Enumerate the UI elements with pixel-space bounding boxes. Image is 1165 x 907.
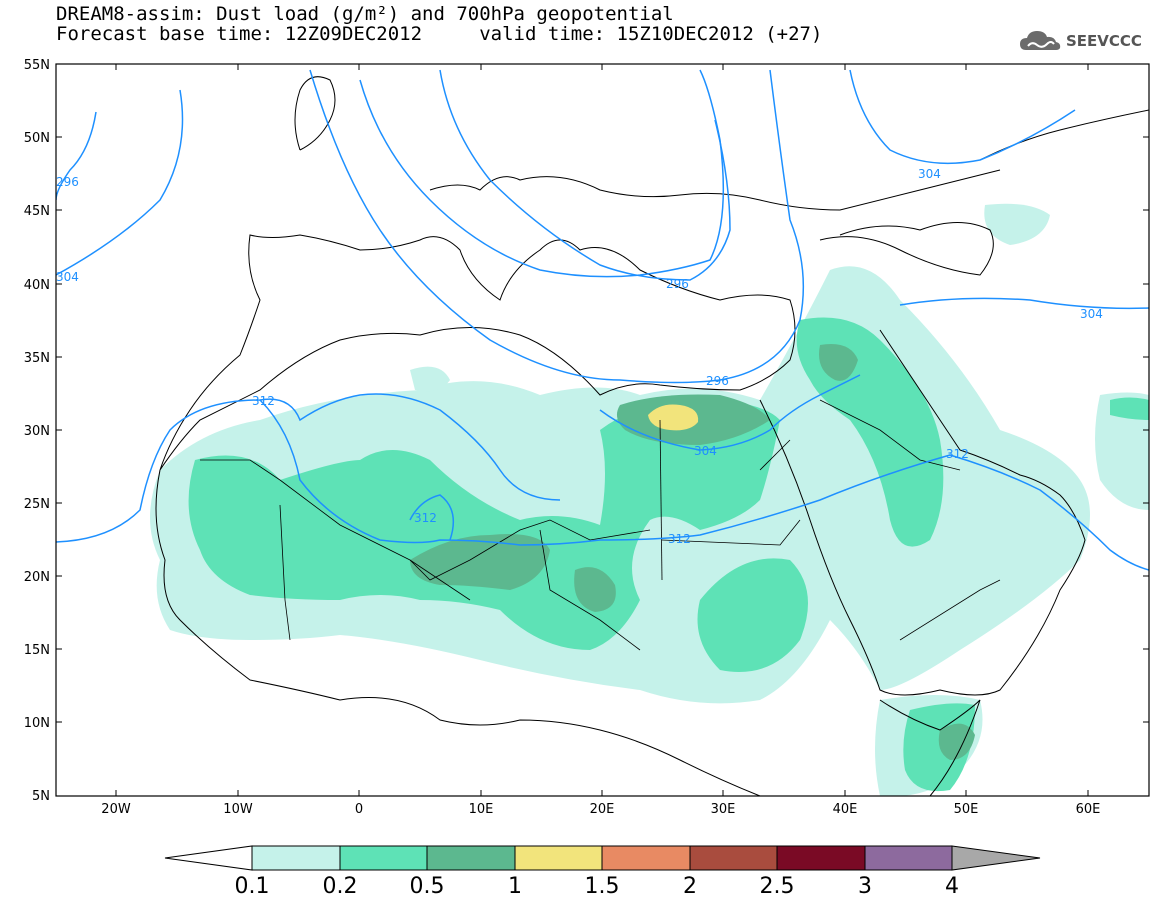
map-subtitle: Forecast base time: 12Z09DEC2012 valid t… — [56, 23, 823, 45]
colorbar-label: 1 — [508, 874, 522, 899]
colorbar-label: 3 — [858, 874, 872, 899]
contour-label: 304 — [918, 167, 941, 181]
lon-label: 0 — [355, 802, 363, 817]
lat-label: 35N — [24, 351, 50, 366]
contour-label: 296 — [706, 374, 729, 388]
lon-label: 40E — [833, 802, 858, 817]
contour-304-west — [56, 89, 184, 276]
colorbar-label: 1.5 — [585, 874, 620, 899]
colorbar-swatch — [339, 845, 428, 871]
contour-label: 312 — [414, 511, 437, 525]
lat-labels: 55N 50N 45N 40N 35N 30N 25N 20N 15N 10N … — [24, 58, 50, 804]
colorbar-swatch — [601, 845, 691, 871]
contour-label: 304 — [1080, 307, 1103, 321]
contour-label: 296 — [56, 175, 79, 189]
country-borders — [200, 399, 1001, 651]
logo-text: SEEVCCC — [1066, 32, 1142, 50]
cloud-icon — [1020, 31, 1061, 50]
contour-label: 312 — [252, 394, 275, 408]
colorbar-swatch — [426, 845, 516, 871]
lat-label: 25N — [24, 497, 50, 512]
colorbar-swatch — [689, 845, 778, 871]
lon-label: 60E — [1076, 802, 1101, 817]
colorbar-label: 2 — [683, 874, 697, 899]
contour-label: 296 — [666, 277, 689, 291]
colorbar-label: 2.5 — [760, 874, 795, 899]
lon-label: 10W — [223, 802, 253, 817]
map-title: DREAM8-assim: Dust load (g/m²) and 700hP… — [56, 3, 674, 25]
lat-label: 45N — [24, 204, 50, 219]
colorbar-swatch — [776, 845, 866, 871]
lat-label: 15N — [24, 643, 50, 658]
dust-max-area — [648, 404, 699, 431]
lon-label: 20W — [101, 802, 131, 817]
contour-304-east — [849, 69, 1076, 165]
contour-312-south — [259, 399, 1149, 571]
lon-label: 20E — [590, 802, 615, 817]
colorbar-swatch — [514, 845, 603, 871]
lat-label: 50N — [24, 131, 50, 146]
colorbar: 0.1 0.2 0.5 1 1.5 2 2.5 3 4 — [164, 845, 1041, 899]
colorbar-label: 0.2 — [323, 874, 358, 899]
lat-label: 30N — [24, 424, 50, 439]
contour-label: 312 — [668, 532, 691, 546]
lat-axis — [56, 63, 1149, 797]
lon-label: 50E — [954, 802, 979, 817]
lat-label: 20N — [24, 570, 50, 585]
contour-312-wave — [409, 494, 455, 541]
lon-label: 30E — [711, 802, 736, 817]
lat-label: 10N — [24, 716, 50, 731]
contour-labels: 296 304 304 304 296 296 304 312 312 312 … — [56, 167, 1103, 546]
contour-296-west — [56, 111, 97, 201]
lat-label: 5N — [32, 789, 50, 804]
contour-label: 304 — [56, 270, 79, 284]
geopotential-contours — [56, 69, 1149, 571]
contour-304-egypt — [599, 374, 861, 451]
lon-label: 10E — [469, 802, 494, 817]
contour-304-mideast — [899, 297, 1149, 310]
colorbar-low-arrow — [164, 845, 253, 871]
contour-label: 312 — [946, 447, 969, 461]
lon-labels: 20W 10W 0 10E 20E 30E 40E 50E 60E — [101, 802, 1100, 817]
colorbar-label: 4 — [945, 874, 959, 899]
contour-312-west — [56, 393, 561, 543]
colorbar-swatch — [864, 845, 953, 871]
contour-288 — [439, 69, 731, 281]
colorbar-swatch — [251, 845, 341, 871]
lon-axis — [115, 64, 1089, 796]
contour-label: 304 — [694, 444, 717, 458]
seevccc-logo: SEEVCCC — [1018, 24, 1142, 58]
lat-label: 40N — [24, 278, 50, 293]
contour-296-central — [309, 69, 805, 384]
colorbar-high-arrow — [951, 845, 1041, 871]
colorbar-label: 0.1 — [235, 874, 270, 899]
map-area: 296 304 304 304 296 296 304 312 312 312 … — [56, 64, 1149, 796]
colorbar-label: 0.5 — [410, 874, 445, 899]
lat-label: 55N — [24, 58, 50, 73]
